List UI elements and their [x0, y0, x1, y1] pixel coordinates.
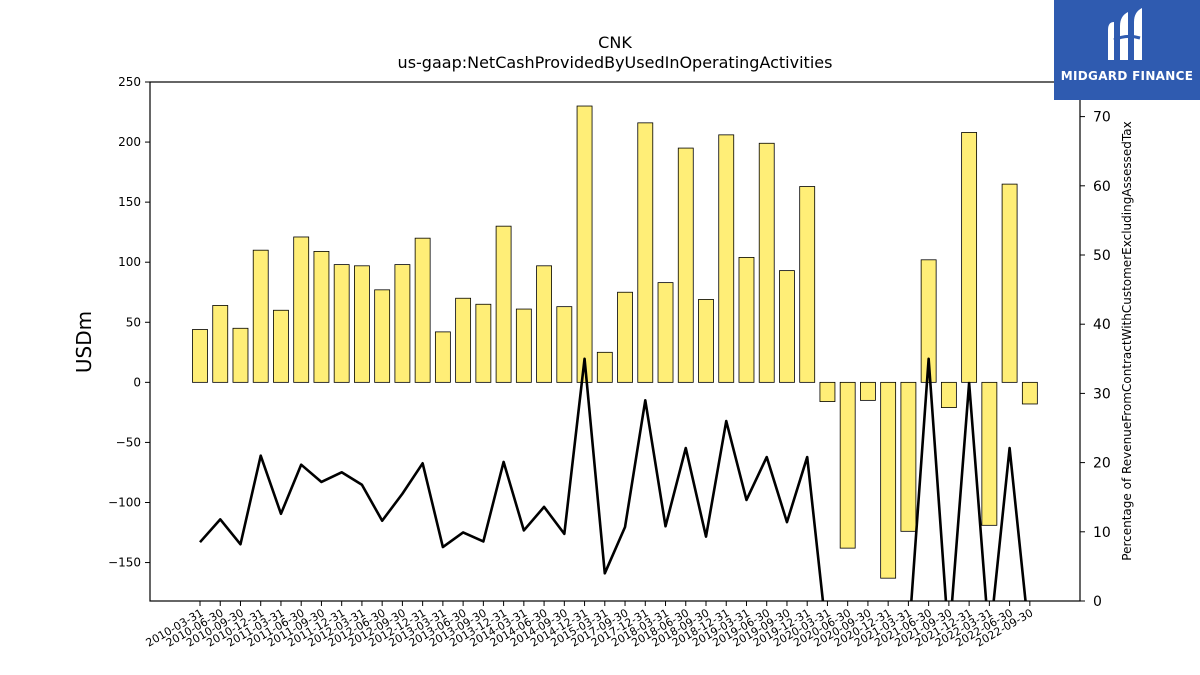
line-path — [199, 357, 1027, 601]
bar — [900, 381, 917, 532]
bar — [718, 134, 735, 383]
bar — [920, 259, 937, 383]
bar — [192, 329, 208, 383]
chart-title: CNK — [598, 33, 632, 52]
bar — [252, 249, 269, 383]
bar — [637, 122, 654, 383]
bar — [475, 303, 492, 383]
bar — [981, 381, 998, 526]
bar — [293, 236, 310, 383]
logo-text: MIDGARD FINANCE — [1060, 69, 1194, 83]
y-tick-label: −150 — [108, 556, 141, 570]
bar — [839, 381, 856, 549]
bar — [677, 147, 694, 383]
y-axis-label: USDm — [72, 311, 96, 373]
bar — [698, 299, 714, 383]
y2-tick-label: 20 — [1093, 456, 1111, 472]
bar — [556, 306, 573, 383]
bar — [961, 132, 978, 383]
plot-frame — [149, 81, 1081, 602]
y-tick-label: 200 — [118, 135, 141, 149]
y-tick-label: 100 — [118, 255, 141, 269]
midgard-finance-logo: MIDGARD FINANCE — [1054, 0, 1200, 100]
bar — [333, 264, 350, 383]
bar — [1021, 381, 1038, 405]
bar — [758, 142, 775, 383]
bar — [738, 256, 755, 383]
bar — [313, 250, 330, 383]
y-tick-label: −100 — [108, 495, 141, 509]
y2-tick-label: 10 — [1093, 525, 1111, 541]
y2-tick-label: 0 — [1093, 594, 1102, 610]
bar — [515, 308, 532, 383]
y-tick-label: 250 — [118, 75, 141, 89]
y2-tick-label: 40 — [1093, 317, 1111, 333]
bar — [617, 291, 633, 383]
y-tick-label: 150 — [118, 195, 141, 209]
bar — [536, 265, 552, 383]
bar — [232, 327, 249, 383]
x-axis: 2010-03-312010-06-302010-09-302010-12-31… — [144, 601, 1035, 650]
midgard-logo-icon — [1108, 8, 1142, 60]
y-tick-label: 50 — [126, 315, 141, 329]
y2-tick-label: 70 — [1093, 110, 1111, 126]
bar — [596, 351, 613, 383]
bar — [455, 297, 472, 383]
y-tick-label: 0 — [133, 375, 141, 389]
bar — [212, 305, 229, 383]
y-axis: 250 200 150 100 50 0 −50 −100 −150 — [108, 75, 150, 570]
bar — [414, 237, 431, 383]
bar — [880, 381, 897, 579]
bar — [434, 331, 451, 383]
bar — [495, 225, 512, 383]
chart-subtitle: us-gaap:NetCashProvidedByUsedInOperating… — [398, 53, 833, 72]
bar — [657, 282, 674, 383]
y2-axis: 70 60 50 40 30 20 10 0 — [1080, 110, 1111, 610]
bar — [940, 381, 957, 408]
bar — [273, 309, 289, 383]
y2-tick-label: 30 — [1093, 386, 1111, 402]
bar — [374, 289, 391, 383]
y-tick-label: −50 — [116, 435, 141, 449]
bar — [576, 105, 593, 383]
bar — [819, 381, 836, 402]
bar-series — [192, 105, 1038, 579]
line-series — [199, 357, 1027, 601]
bar — [860, 381, 876, 401]
bar — [779, 270, 795, 383]
bar — [1001, 183, 1018, 383]
bar — [799, 186, 816, 383]
y2-axis-label: Percentage of RevenueFromContractWithCus… — [1120, 121, 1134, 560]
y2-tick-label: 50 — [1093, 248, 1111, 264]
y2-tick-label: 60 — [1093, 179, 1111, 195]
bar — [354, 265, 370, 383]
bar — [394, 264, 411, 383]
